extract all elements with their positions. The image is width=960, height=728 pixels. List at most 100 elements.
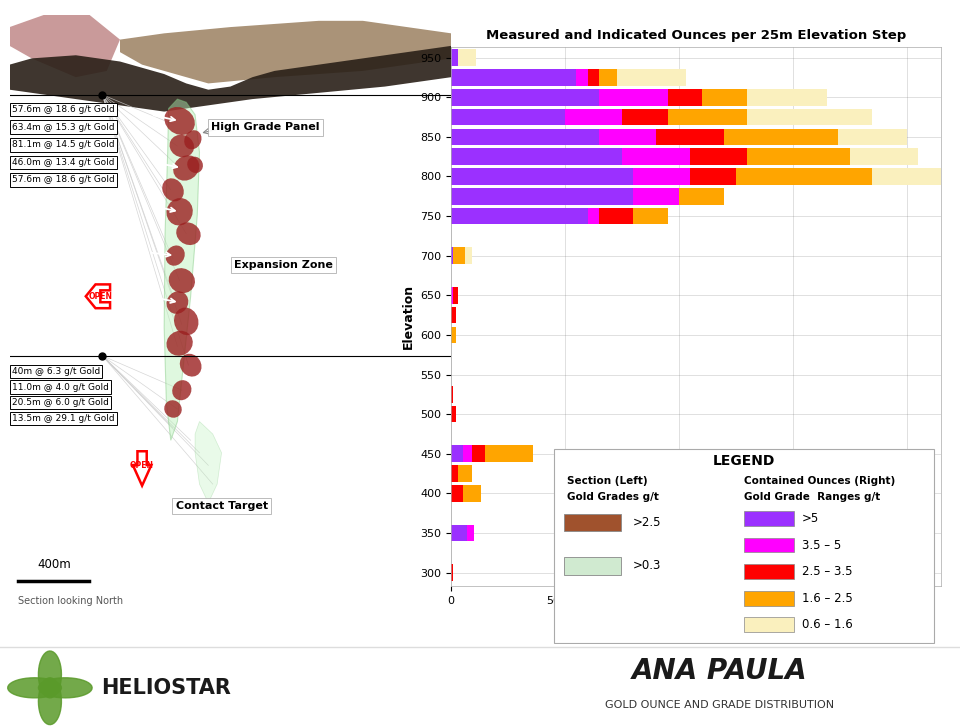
Text: >2.5: >2.5 — [633, 516, 661, 529]
Text: 1.6 – 2.5: 1.6 – 2.5 — [802, 592, 852, 604]
Bar — [451, 108, 565, 125]
Bar — [465, 248, 471, 264]
Text: >0.3: >0.3 — [633, 559, 661, 572]
Polygon shape — [10, 46, 451, 111]
FancyBboxPatch shape — [744, 590, 794, 606]
Text: 46.0m @ 13.4 g/t Gold: 46.0m @ 13.4 g/t Gold — [12, 158, 114, 167]
Bar — [451, 485, 463, 502]
Polygon shape — [180, 354, 202, 376]
Bar — [634, 168, 690, 185]
Bar — [850, 149, 918, 165]
Polygon shape — [10, 15, 120, 77]
FancyBboxPatch shape — [744, 564, 794, 579]
Bar — [453, 248, 465, 264]
Polygon shape — [38, 651, 61, 698]
Bar — [725, 129, 838, 145]
Bar — [588, 207, 599, 224]
Polygon shape — [187, 157, 203, 173]
Bar — [451, 386, 453, 403]
Polygon shape — [166, 198, 193, 226]
Text: HELIOSTAR: HELIOSTAR — [101, 678, 230, 698]
Text: 63.4m @ 15.3 g/t Gold: 63.4m @ 15.3 g/t Gold — [12, 123, 114, 132]
Bar — [451, 50, 458, 66]
Y-axis label: Elevation: Elevation — [402, 284, 415, 349]
Text: 81.1m @ 14.5 g/t Gold: 81.1m @ 14.5 g/t Gold — [12, 141, 114, 149]
Polygon shape — [85, 285, 110, 308]
Polygon shape — [8, 678, 61, 698]
Text: ANA PAULA: ANA PAULA — [633, 657, 807, 685]
Text: 20.5m @ 6.0 g/t Gold: 20.5m @ 6.0 g/t Gold — [12, 398, 108, 407]
Bar — [458, 465, 471, 482]
Polygon shape — [38, 678, 92, 698]
Bar — [736, 168, 873, 185]
Text: 11.0m @ 4.0 g/t Gold: 11.0m @ 4.0 g/t Gold — [12, 383, 108, 392]
Text: Contained Ounces (Right): Contained Ounces (Right) — [744, 476, 896, 486]
Bar — [838, 129, 906, 145]
Bar — [679, 188, 725, 205]
Polygon shape — [164, 107, 195, 135]
Bar — [451, 306, 456, 323]
Bar — [451, 446, 463, 462]
Bar — [451, 129, 599, 145]
Bar — [451, 168, 634, 185]
Bar — [463, 485, 481, 502]
Text: Contact Target: Contact Target — [176, 501, 268, 511]
Bar — [451, 405, 456, 422]
Polygon shape — [172, 380, 191, 400]
Text: >5: >5 — [802, 512, 819, 525]
Bar — [451, 287, 453, 304]
FancyBboxPatch shape — [564, 557, 621, 574]
Bar — [599, 129, 656, 145]
Bar — [622, 108, 667, 125]
Text: Section looking North: Section looking North — [18, 596, 124, 606]
Bar — [634, 188, 679, 205]
Bar — [451, 149, 622, 165]
Polygon shape — [173, 155, 200, 181]
Text: Gold Grades g/t: Gold Grades g/t — [567, 492, 660, 502]
Text: OPEN: OPEN — [131, 461, 154, 470]
Text: Expansion Zone: Expansion Zone — [234, 260, 333, 270]
Polygon shape — [174, 307, 199, 335]
Polygon shape — [177, 222, 201, 245]
Bar — [468, 525, 474, 542]
Text: 0.6 – 1.6: 0.6 – 1.6 — [802, 618, 852, 631]
Bar — [599, 207, 634, 224]
FancyBboxPatch shape — [564, 513, 621, 531]
Bar — [451, 248, 453, 264]
FancyBboxPatch shape — [744, 537, 794, 553]
Bar — [617, 69, 685, 86]
Text: Section (Left): Section (Left) — [567, 476, 648, 486]
Bar — [588, 69, 599, 86]
Bar — [747, 108, 873, 125]
Text: 57.6m @ 18.6 g/t Gold: 57.6m @ 18.6 g/t Gold — [12, 106, 114, 114]
Bar — [622, 149, 690, 165]
Polygon shape — [166, 291, 188, 314]
Bar — [747, 89, 827, 106]
Text: Gold Grade  Ranges g/t: Gold Grade Ranges g/t — [744, 492, 880, 502]
Polygon shape — [169, 268, 195, 293]
Text: 2.5 – 3.5: 2.5 – 3.5 — [802, 565, 852, 578]
Polygon shape — [166, 331, 193, 356]
Bar — [702, 89, 747, 106]
Bar — [451, 465, 458, 482]
Polygon shape — [184, 130, 202, 149]
Polygon shape — [170, 135, 194, 157]
Bar — [565, 108, 622, 125]
FancyBboxPatch shape — [744, 511, 794, 526]
Bar — [451, 188, 634, 205]
Polygon shape — [165, 245, 184, 266]
Polygon shape — [164, 99, 200, 440]
Bar — [451, 69, 576, 86]
Bar — [451, 89, 599, 106]
Polygon shape — [162, 178, 183, 202]
Bar — [471, 446, 486, 462]
Polygon shape — [132, 451, 152, 486]
FancyBboxPatch shape — [744, 617, 794, 632]
Bar — [634, 207, 667, 224]
Bar — [451, 327, 456, 343]
Text: LEGEND: LEGEND — [713, 454, 775, 469]
Bar — [599, 69, 617, 86]
Title: Measured and Indicated Ounces per 25m Elevation Step: Measured and Indicated Ounces per 25m El… — [486, 29, 906, 42]
Bar — [656, 129, 725, 145]
Bar — [451, 525, 468, 542]
